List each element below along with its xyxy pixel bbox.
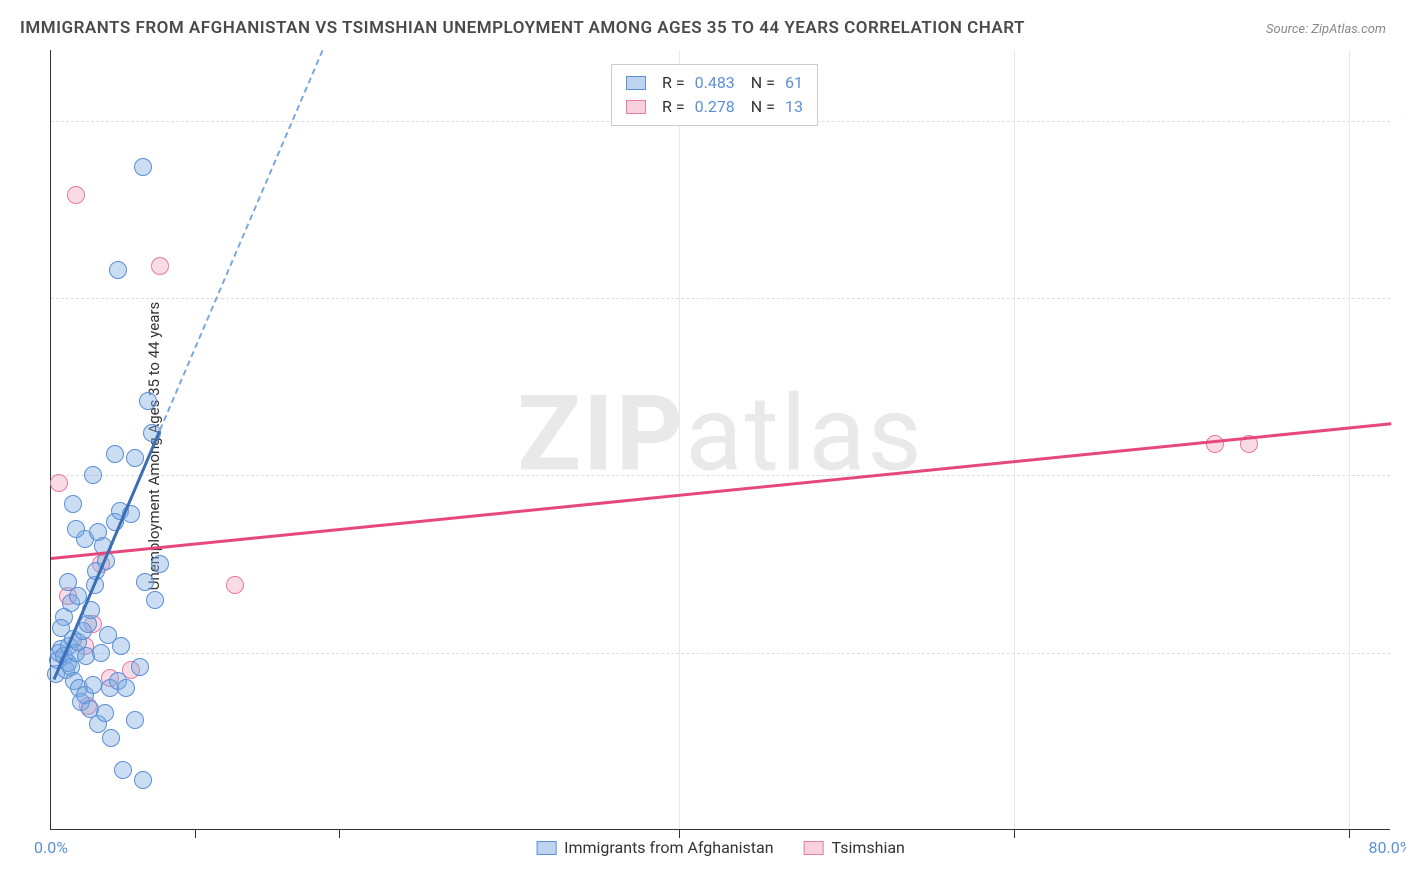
legend-item-blue: Immigrants from Afghanistan	[536, 838, 773, 857]
trend-line	[51, 422, 1391, 559]
n-label: N =	[751, 71, 775, 95]
legend-stats-box: R = 0.483 N = 61 R = 0.278 N = 13	[611, 64, 818, 126]
legend-swatch-pink	[804, 841, 824, 855]
data-point-blue	[136, 573, 154, 591]
legend-stats-row-2: R = 0.278 N = 13	[626, 95, 803, 119]
legend-label-pink: Tsimshian	[832, 838, 905, 857]
data-point-blue	[96, 704, 114, 722]
legend-stats-row-1: R = 0.483 N = 61	[626, 71, 803, 95]
y-tick-label: 20.0%	[1390, 111, 1406, 130]
legend-item-pink: Tsimshian	[804, 838, 905, 857]
data-point-blue	[151, 555, 169, 573]
n-value-blue: 61	[785, 71, 803, 95]
chart-title: IMMIGRANTS FROM AFGHANISTAN VS TSIMSHIAN…	[20, 18, 1025, 38]
y-tick-label: 15.0%	[1390, 289, 1406, 308]
r-label: R =	[662, 95, 685, 119]
data-point-blue	[114, 761, 132, 779]
data-point-blue	[131, 658, 149, 676]
grid-line-h	[51, 475, 1390, 476]
data-point-blue	[84, 466, 102, 484]
data-point-blue	[106, 445, 124, 463]
legend-label-blue: Immigrants from Afghanistan	[564, 838, 773, 857]
grid-line-v	[1014, 50, 1015, 829]
grid-line-h	[51, 298, 1390, 299]
x-tick-mark	[1014, 830, 1015, 838]
n-label: N =	[751, 95, 775, 119]
data-point-blue	[134, 771, 152, 789]
data-point-pink	[67, 186, 85, 204]
data-point-blue	[146, 591, 164, 609]
r-value-blue: 0.483	[695, 71, 735, 95]
legend-bottom: Immigrants from Afghanistan Tsimshian	[536, 838, 905, 857]
data-point-blue	[52, 619, 70, 637]
x-tick-mark	[679, 830, 680, 838]
data-point-blue	[67, 520, 85, 538]
source-attribution: Source: ZipAtlas.com	[1266, 22, 1386, 37]
r-value-pink: 0.278	[695, 95, 735, 119]
data-point-blue	[89, 523, 107, 541]
legend-swatch-blue	[626, 76, 646, 90]
data-point-pink	[151, 257, 169, 275]
data-point-blue	[109, 261, 127, 279]
data-point-pink	[226, 576, 244, 594]
data-point-blue	[84, 676, 102, 694]
data-point-blue	[102, 729, 120, 747]
data-point-pink	[50, 474, 68, 492]
data-point-blue	[126, 449, 144, 467]
trend-line	[159, 51, 323, 431]
data-point-blue	[92, 644, 110, 662]
data-point-blue	[64, 495, 82, 513]
x-tick-mark	[339, 830, 340, 838]
data-point-blue	[112, 637, 130, 655]
y-tick-label: 10.0%	[1390, 466, 1406, 485]
chart-plot-area: ZIPatlas 5.0%10.0%15.0%20.0% R = 0.483 N…	[50, 50, 1390, 830]
data-point-blue	[139, 392, 157, 410]
y-tick-label: 5.0%	[1390, 643, 1406, 662]
grid-line-v	[679, 50, 680, 829]
data-point-blue	[134, 158, 152, 176]
n-value-pink: 13	[785, 95, 803, 119]
data-point-blue	[126, 711, 144, 729]
legend-swatch-blue	[536, 841, 556, 855]
x-tick-label-1: 80.0%	[1369, 838, 1406, 857]
grid-line-v	[1349, 50, 1350, 829]
x-tick-label-0: 0.0%	[34, 838, 68, 857]
r-label: R =	[662, 71, 685, 95]
legend-swatch-pink	[626, 100, 646, 114]
data-point-blue	[117, 679, 135, 697]
x-tick-mark	[1349, 830, 1350, 838]
x-tick-mark	[195, 830, 196, 838]
grid-line-h	[51, 653, 1390, 654]
data-point-pink	[1206, 435, 1224, 453]
